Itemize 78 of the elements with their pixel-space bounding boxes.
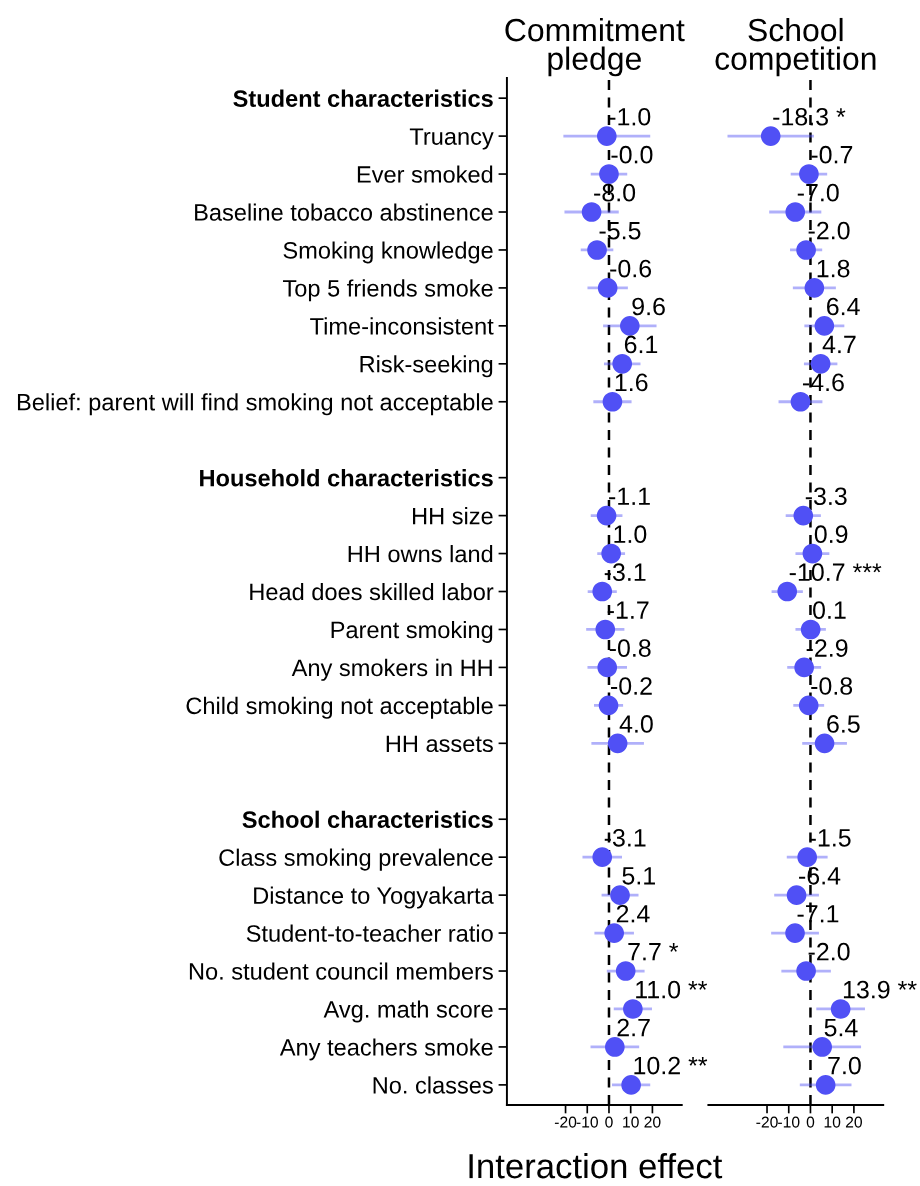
data-label: 13.9 ** <box>843 980 917 999</box>
data-label: 1.8 <box>817 259 850 278</box>
y-tick-label: Smoking knowledge <box>283 241 493 264</box>
data-label: -0.8 <box>811 677 853 695</box>
y-tick-label: Student-to-teacher ratio <box>246 924 493 942</box>
data-label: -0.2 <box>611 677 652 695</box>
y-tick-label: Head does skilled labor <box>250 582 494 601</box>
y-tick-label: Avg. math score <box>323 1000 493 1023</box>
y-tick-label: HH size <box>413 507 493 525</box>
data-label: -3.1 <box>604 828 646 847</box>
data-label: -0.0 <box>611 145 653 164</box>
data-label: -2.0 <box>808 221 850 240</box>
data-label: -8.0 <box>594 183 636 202</box>
data-label: -3.1 <box>604 563 646 582</box>
x-tick-label: 20 <box>644 1116 661 1128</box>
chart-title: School competition <box>715 17 876 77</box>
x-tick-label: 0 <box>605 1116 613 1128</box>
y-tick-label: Parent smoking <box>331 620 493 643</box>
y-tick-label: Class smoking prevalence <box>219 848 493 871</box>
y-tick-label: Belief: parent will find smoking not acceptable <box>17 393 493 416</box>
y-tick-label: Time-inconsistent <box>310 317 494 335</box>
data-label: -3.3 <box>805 487 847 506</box>
data-label: -1.1 <box>609 487 650 505</box>
y-tick-label: Baseline tobacco abstinence <box>195 203 493 221</box>
data-label: 2.4 <box>616 904 650 923</box>
data-label: 2.7 <box>617 1018 650 1037</box>
y-tick-label: HH assets <box>386 735 493 753</box>
data-label: -7.1 <box>797 905 839 923</box>
x-tick-label: -10 <box>778 1116 800 1128</box>
y-tick-label: No. student council members <box>189 962 493 980</box>
chart-title: Commitment pledge <box>505 17 685 77</box>
y-tick-label: Truancy <box>409 128 494 150</box>
data-label: -0.8 <box>609 639 651 657</box>
y-tick-label: HH owns land <box>348 545 493 563</box>
data-label: -10.7 *** <box>789 563 882 582</box>
data-label: 4.0 <box>619 715 653 733</box>
y-tick-label: Student characteristics <box>233 89 493 107</box>
data-label: 11.0 ** <box>636 980 708 999</box>
x-axis-title: Interaction effect <box>469 1152 723 1179</box>
data-label: 6.5 <box>827 715 860 733</box>
data-label: 10.2 ** <box>634 1056 708 1075</box>
data-label: -2.0 <box>808 942 850 961</box>
data-label: 5.4 <box>824 1018 858 1037</box>
x-tick-label: -10 <box>576 1116 598 1128</box>
y-tick-label: No. classes <box>373 1076 493 1094</box>
data-label: 5.1 <box>622 867 655 885</box>
y-tick-label: School characteristics <box>242 810 493 829</box>
y-tick-label: Ever smoked <box>357 165 493 183</box>
data-label: -1.0 <box>609 107 651 126</box>
y-tick-label: Distance to Yogyakarta <box>254 886 494 909</box>
data-label: -7.0 <box>797 183 839 202</box>
y-tick-label: Household characteristics <box>200 469 493 487</box>
data-label: 1.0 <box>614 525 647 544</box>
data-label: 6.1 <box>624 335 658 354</box>
x-tick-label: 20 <box>845 1116 862 1128</box>
data-label: 1.6 <box>615 373 648 392</box>
y-tick-label: Any smokers in HH <box>291 658 492 681</box>
data-label: 0.9 <box>814 525 848 544</box>
y-tick-label: Top 5 friends smoke <box>282 279 493 302</box>
x-tick-label: -20 <box>554 1116 577 1128</box>
y-tick-label: Child smoking not acceptable <box>186 696 493 719</box>
data-label: 6.4 <box>827 297 860 316</box>
data-label: 0.1 <box>813 601 846 619</box>
data-label: -18.3 * <box>773 107 846 126</box>
data-label: -6.4 <box>799 866 841 885</box>
data-label: -1.5 <box>809 829 851 847</box>
x-tick-label: -20 <box>756 1116 778 1128</box>
y-tick-label: Any teachers smoke <box>279 1038 493 1061</box>
data-label: 7.7 * <box>628 943 679 961</box>
x-tick-label: 10 <box>623 1116 639 1128</box>
data-label: 9.6 <box>632 297 665 316</box>
x-tick-label: 0 <box>806 1116 815 1128</box>
data-label: -2.9 <box>806 639 848 657</box>
data-label: 7.0 <box>828 1056 861 1075</box>
data-label: -0.6 <box>610 259 652 278</box>
x-tick-label: 10 <box>824 1116 841 1128</box>
data-label: 4.7 <box>822 335 856 354</box>
y-tick-label: Risk-seeking <box>360 355 493 378</box>
